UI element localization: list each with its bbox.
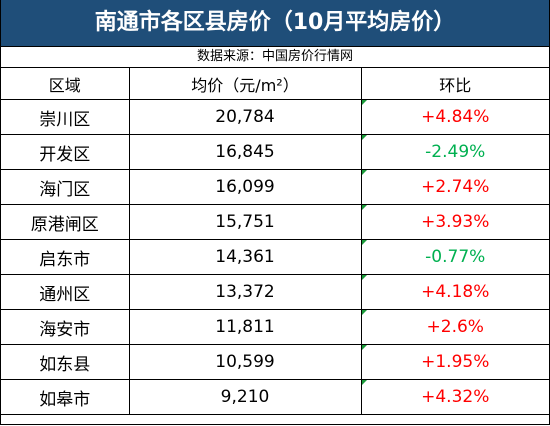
cell-note-indicator-icon <box>362 170 367 175</box>
change-cell[interactable]: -2.49% <box>360 134 549 170</box>
change-value: +4.18% <box>421 282 490 302</box>
cell-note-indicator-icon <box>362 345 367 350</box>
region-cell[interactable]: 如皋市 <box>1 379 130 415</box>
region-cell[interactable]: 崇川区 <box>1 99 130 135</box>
region-cell[interactable]: 如东县 <box>1 344 130 380</box>
change-value: +1.95% <box>421 352 490 372</box>
change-cell[interactable]: +4.84% <box>360 99 549 135</box>
table-row: 启东市 14,361 -0.77% <box>1 239 549 275</box>
price-cell[interactable]: 13,372 <box>128 274 362 310</box>
table-row: 崇川区 20,784 +4.84% <box>1 99 549 135</box>
price-cell[interactable]: 10,599 <box>128 344 362 380</box>
change-value: +2.74% <box>421 177 490 197</box>
change-cell[interactable]: -0.77% <box>360 239 549 275</box>
table-row: 海安市 11,811 +2.6% <box>1 309 549 345</box>
table-row: 原港闸区 15,751 +3.93% <box>1 204 549 240</box>
price-cell[interactable]: 9,210 <box>128 379 362 415</box>
price-cell[interactable]: 20,784 <box>128 99 362 135</box>
table-row: 通州区 13,372 +4.18% <box>1 274 549 310</box>
change-cell[interactable]: +3.93% <box>360 204 549 240</box>
price-cell[interactable]: 14,361 <box>128 239 362 275</box>
cell-note-indicator-icon <box>362 205 367 210</box>
change-value: +4.84% <box>421 107 490 127</box>
table-row: 海门区 16,099 +2.74% <box>1 169 549 205</box>
cell-note-indicator-icon <box>362 240 367 245</box>
change-value: -2.49% <box>425 142 486 162</box>
price-table: 区域 均价（元/m²） 环比 崇川区 20,784 +4.84% 开发区 16,845 -… <box>1 68 549 415</box>
change-value: -0.77% <box>425 247 486 267</box>
cell-note-indicator-icon <box>362 310 367 315</box>
region-cell[interactable]: 开发区 <box>1 134 130 170</box>
cell-note-indicator-icon <box>362 275 367 280</box>
change-cell[interactable]: +1.95% <box>360 344 549 380</box>
change-value: +4.32% <box>421 387 490 407</box>
table-row: 如皋市 9,210 +4.32% <box>1 379 549 415</box>
header-row: 区域 均价（元/m²） 环比 <box>1 68 549 100</box>
change-value: +2.6% <box>426 317 484 337</box>
price-cell[interactable]: 16,099 <box>128 169 362 205</box>
price-cell[interactable]: 15,751 <box>128 204 362 240</box>
table-row: 开发区 16,845 -2.49% <box>1 134 549 170</box>
region-cell[interactable]: 原港闸区 <box>1 204 130 240</box>
header-change: 环比 <box>360 68 549 100</box>
price-cell[interactable]: 16,845 <box>128 134 362 170</box>
region-cell[interactable]: 启东市 <box>1 239 130 275</box>
change-cell[interactable]: +4.32% <box>360 379 549 415</box>
price-cell[interactable]: 11,811 <box>128 309 362 345</box>
header-price: 均价（元/m²） <box>128 68 362 100</box>
table-row: 如东县 10,599 +1.95% <box>1 344 549 380</box>
table-body: 崇川区 20,784 +4.84% 开发区 16,845 -2.49% 海门区 16,099 +… <box>1 99 549 415</box>
table-title: 南通市各区县房价（10月平均房价） <box>1 0 549 47</box>
cell-note-indicator-icon <box>362 100 367 105</box>
change-cell[interactable]: +2.74% <box>360 169 549 205</box>
data-source-note: 数据来源：中国房价行情网 <box>1 47 549 68</box>
change-cell[interactable]: +4.18% <box>360 274 549 310</box>
region-cell[interactable]: 海安市 <box>1 309 130 345</box>
change-cell[interactable]: +2.6% <box>360 309 549 345</box>
cell-note-indicator-icon <box>362 380 367 385</box>
cell-note-indicator-icon <box>362 135 367 140</box>
header-region: 区域 <box>1 68 130 100</box>
region-cell[interactable]: 海门区 <box>1 169 130 205</box>
change-value: +3.93% <box>421 212 490 232</box>
region-cell[interactable]: 通州区 <box>1 274 130 310</box>
